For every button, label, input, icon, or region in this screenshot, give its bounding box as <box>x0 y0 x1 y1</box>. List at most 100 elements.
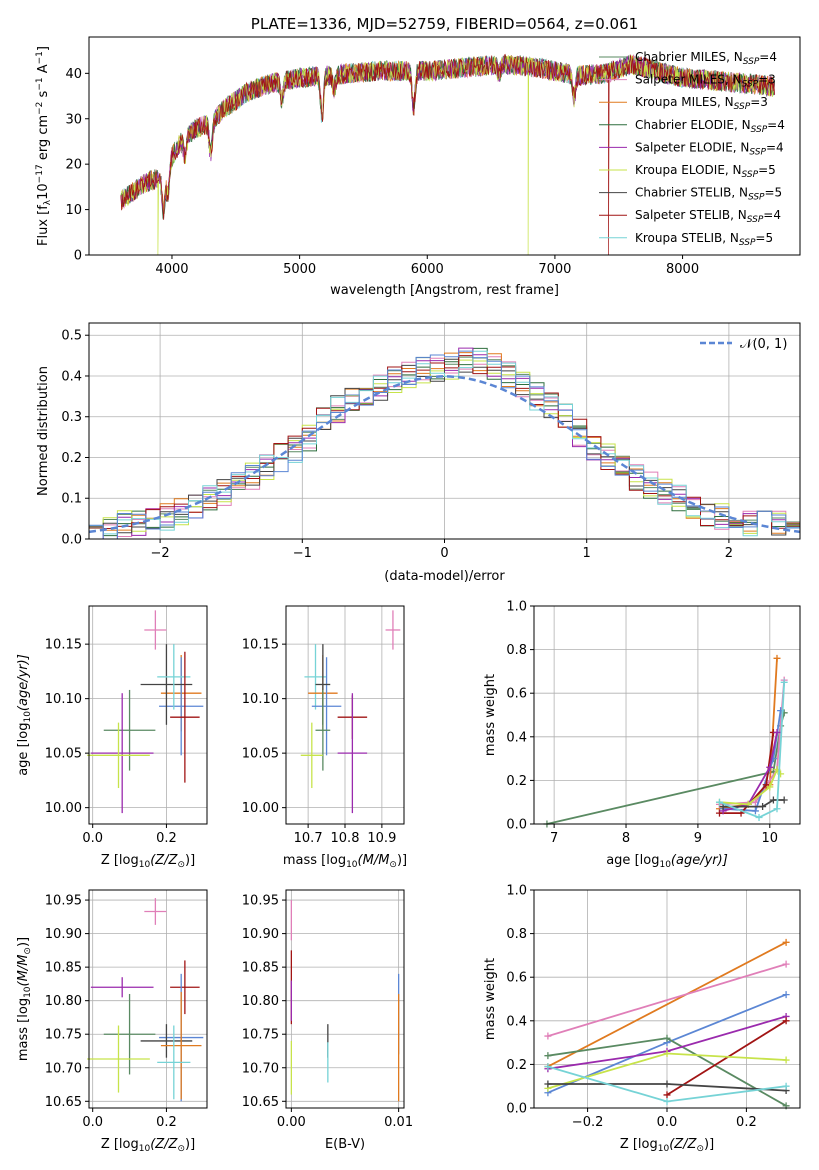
ageZ-errorbar-kroupa-elodie <box>87 722 150 789</box>
wAge-ytick-label: 0.6 <box>506 687 527 702</box>
wAge-ytick-label: 0.4 <box>506 730 527 745</box>
legend-label-chabrier-stelib: Chabrier STELIB, NSSP=5 <box>635 186 782 203</box>
wAge-marker-salpeter-stelib <box>762 781 770 789</box>
spectrum-xtick-label: 4000 <box>155 262 188 277</box>
wAge-marker-chabrier-stelib <box>780 796 788 804</box>
residuals-ytick-label: 0.1 <box>61 492 82 507</box>
ageM-xtick-label: 10.8 <box>331 831 360 846</box>
massZ-xtick-label: 0.2 <box>156 1115 177 1130</box>
spectrum-panel: PLATE=1336, MJD=52759, FIBERID=0564, z=0… <box>35 15 801 298</box>
spectrum-line-salpeter-stelib <box>120 53 775 255</box>
age-vs-mass-errorbars <box>300 610 401 814</box>
wZ-marker-kroupa-miles <box>782 938 790 946</box>
residuals-ytick-label: 0.0 <box>61 533 82 548</box>
spectrum-line-chabrier-elodie <box>120 55 775 219</box>
ageM-ytick-label: 10.15 <box>242 638 279 653</box>
wAge-xtick-label: 8 <box>622 831 630 846</box>
wZ-ytick-label: 0.2 <box>506 1058 527 1073</box>
wAge-xtick-label: 7 <box>550 831 558 846</box>
wAge-marker-chabrier-stelib <box>769 796 777 804</box>
ageZ-errorbar-salpeter-miles <box>144 610 167 650</box>
wZ-marker-salpeter-miles <box>782 960 790 968</box>
wZ-xtick-label: 0.2 <box>736 1115 757 1130</box>
mass-vs-ebv-panel: 0.00 0.01 10.65 10.70 10.75 10.80 10.85 10.90 10… <box>242 889 413 1152</box>
weight-vs-age-xlabel: age [log10(age/yr)] <box>606 853 728 870</box>
massZ-ytick-label: 10.80 <box>45 994 82 1009</box>
massE-ytick-label: 10.75 <box>242 1028 279 1043</box>
massE-ytick-label: 10.95 <box>242 894 279 909</box>
massZ-ytick-label: 10.85 <box>45 961 82 976</box>
spectrum-xtick-label: 8000 <box>666 262 699 277</box>
residuals-xtick-label: 0 <box>440 546 448 561</box>
ageZ-errorbar-salpeter-elodie <box>90 693 154 814</box>
gauss-legend-label: 𝒩(0, 1) <box>740 337 787 352</box>
wAge-ytick-label: 0.0 <box>506 818 527 833</box>
weight-vs-age-ylabel: mass weight <box>483 674 498 756</box>
legend-label-kroupa-miles: Kroupa MILES, NSSP=3 <box>635 95 768 112</box>
wAge-marker-kroupa-miles <box>773 654 781 662</box>
mass-vs-Z-errorbars <box>87 898 204 1102</box>
wZ-marker-kroupa-elodie <box>782 1056 790 1064</box>
mass-vs-Z-panel: 0.0 0.2 10.65 10.70 10.75 10.80 10.85 10.90 10.9… <box>16 889 208 1154</box>
legend-label-kroupa-elodie: Kroupa ELODIE, NSSP=5 <box>635 163 776 180</box>
spectrum-ytick-label: 40 <box>65 67 82 82</box>
wAge-marker-salpeter-elodie <box>766 763 774 771</box>
legend-label-salpeter-miles: Salpeter MILES, NSSP=3 <box>635 73 776 90</box>
ageZ-xtick-label: 0.2 <box>156 831 177 846</box>
residuals-ylabel: Normed distribution <box>36 366 51 496</box>
histogram-chabrier-stelib <box>89 358 800 536</box>
residuals-ytick-label: 0.2 <box>61 451 82 466</box>
residuals-panel: −2 −1 0 1 2 0.0 0.1 0.2 0.3 0.4 0.5 (data-model)/e… <box>36 322 801 584</box>
legend-label-salpeter-elodie: Salpeter ELODIE, NSSP=4 <box>635 140 784 157</box>
massE-xtick-label: 0.00 <box>277 1115 306 1130</box>
mass-vs-ebv-frame <box>285 889 405 1109</box>
massZ-ytick-label: 10.70 <box>45 1061 82 1076</box>
residuals-ytick-label: 0.5 <box>61 329 82 344</box>
massZ-ytick-label: 10.95 <box>45 894 82 909</box>
wAge-xtick-label: 9 <box>694 831 702 846</box>
age-vs-Z-errorbars <box>87 610 204 814</box>
massE-ytick-label: 10.80 <box>242 994 279 1009</box>
spectrum-xtick-label: 5000 <box>283 262 316 277</box>
wAge-marker-kroupa-stelib <box>773 805 781 813</box>
age-vs-Z-panel: 0.0 0.2 10.00 10.05 10.10 10.15 Z [log10(Z/Z⊙… <box>16 605 208 870</box>
ageZ-errorbar-salpeter-stelib <box>170 651 200 783</box>
ageM-ytick-label: 10.00 <box>242 801 279 816</box>
wZ-marker-blue <box>782 991 790 999</box>
wAge-marker-kroupa-stelib <box>780 678 788 686</box>
histogram-kroupa-stelib <box>89 350 800 537</box>
weight-vs-age-lines <box>543 654 788 828</box>
wZ-line-kroupa-miles <box>547 941 787 1068</box>
massZ-errorbar-salpeter-elodie <box>90 977 154 998</box>
ageM-ytick-label: 10.10 <box>242 692 279 707</box>
massZ-ytick-label: 10.90 <box>45 927 82 942</box>
spectrum-title: PLATE=1336, MJD=52759, FIBERID=0564, z=0… <box>251 15 638 33</box>
spectrum-ytick-label: 0 <box>74 249 82 264</box>
wZ-xtick-label: 0.0 <box>657 1115 678 1130</box>
massE-xtick-label: 0.01 <box>384 1115 413 1130</box>
wZ-marker-kroupa-stelib <box>782 1082 790 1090</box>
wZ-xtick-label: −0.2 <box>572 1115 604 1130</box>
weight-vs-Z-ylabel: mass weight <box>483 958 498 1040</box>
wAge-marker-salpeter-stelib <box>715 809 723 817</box>
spectrum-ytick-label: 30 <box>65 112 82 127</box>
weight-vs-Z-xlabel: Z [log10(Z/Z⊙)] <box>620 1137 714 1154</box>
massZ-errorbar-kroupa-stelib <box>157 1025 191 1100</box>
legend-label-salpeter-stelib: Salpeter STELIB, NSSP=4 <box>635 208 781 225</box>
spectrum-xlabel: wavelength [Angstrom, rest frame] <box>330 283 559 298</box>
ageM-ytick-label: 10.05 <box>242 747 279 762</box>
mass-vs-Z-ylabel: mass [log10(M/M⊙)] <box>16 937 33 1061</box>
legend-label-kroupa-stelib: Kroupa STELIB, NSSP=5 <box>635 231 773 248</box>
spectrum-frame <box>88 36 801 256</box>
residuals-xtick-label: 2 <box>725 546 733 561</box>
residuals-xtick-label: −2 <box>151 546 170 561</box>
wZ-marker-salpeter-miles <box>544 1032 552 1040</box>
mass-vs-Z-frame <box>88 889 208 1109</box>
residuals-ytick-label: 0.3 <box>61 410 82 425</box>
ageM-errorbar-kroupa-elodie <box>300 722 323 789</box>
ageZ-errorbar-chabrier-stelib <box>140 644 193 725</box>
age-vs-Z-ylabel: age [log10(age/yr)] <box>16 654 33 776</box>
wZ-line-salpeter-miles <box>547 963 787 1037</box>
ageZ-ytick-label: 10.10 <box>45 692 82 707</box>
